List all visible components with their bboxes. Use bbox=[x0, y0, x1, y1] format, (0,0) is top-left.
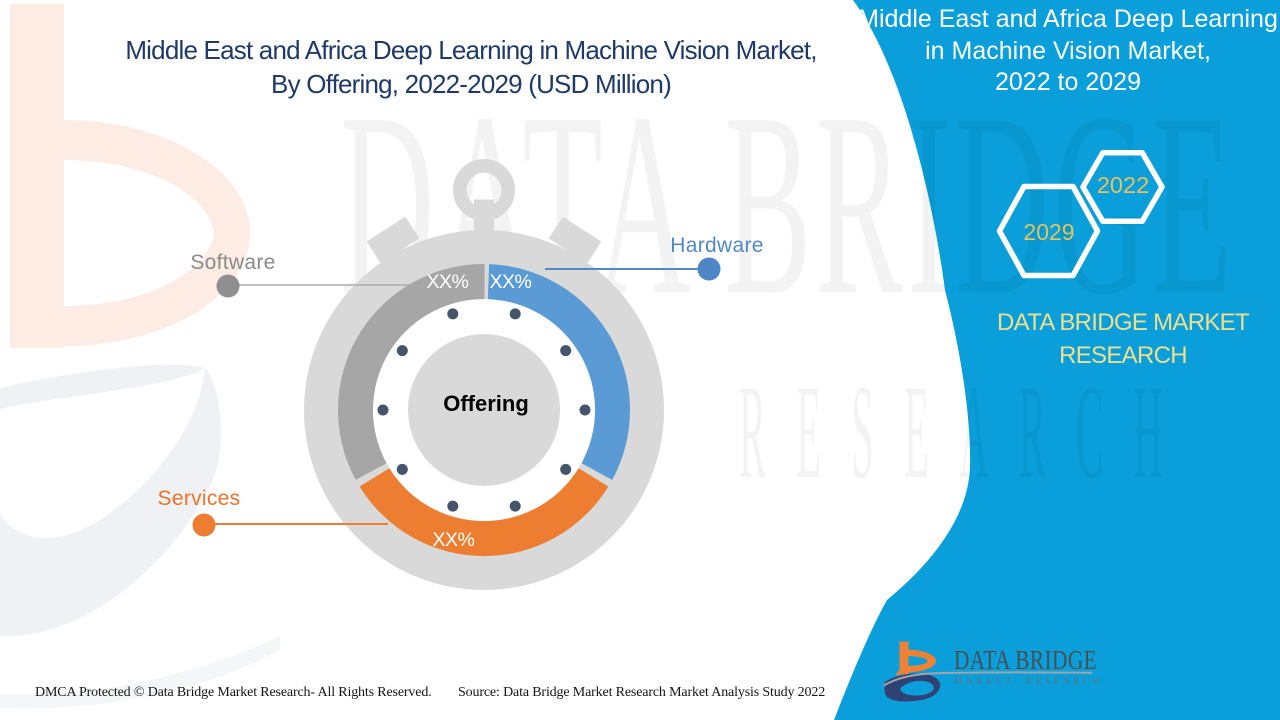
svg-text:RESEARCH: RESEARCH bbox=[739, 356, 1193, 506]
